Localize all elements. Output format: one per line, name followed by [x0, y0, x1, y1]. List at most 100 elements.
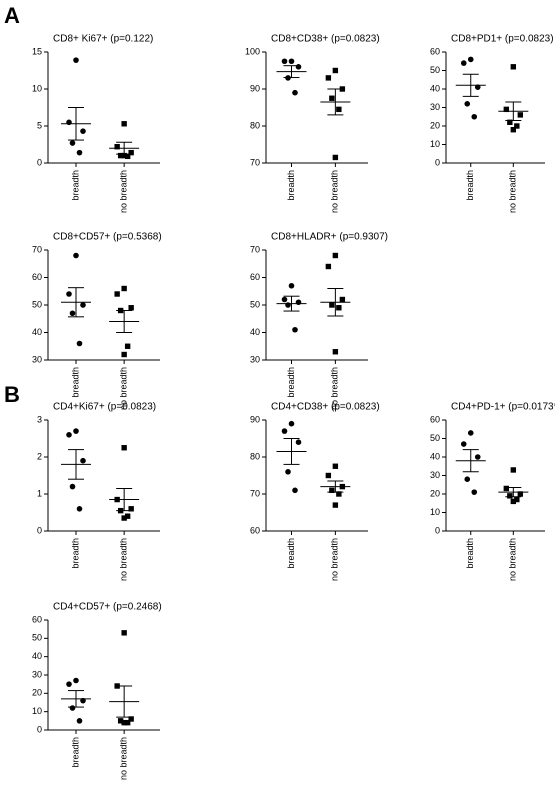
y-tick-label: 60 [32, 272, 42, 282]
x-tick-label: breadth [465, 538, 475, 569]
data-point [510, 64, 517, 70]
y-tick-label: 3 [37, 414, 42, 424]
y-tick-label: 0 [435, 157, 440, 167]
data-point [117, 718, 124, 724]
data-point [292, 89, 298, 96]
y-tick-label: 0 [37, 525, 42, 535]
x-tick-label: breadth [70, 737, 80, 768]
chart-title: CD8+CD38+ (p=0.0823) [271, 34, 380, 45]
data-point [69, 483, 76, 490]
data-point [69, 310, 76, 317]
data-point [336, 106, 342, 113]
y-tick-label: 0 [435, 525, 440, 535]
data-point [507, 119, 513, 125]
chart-title: CD8+CD57+ (p=0.5368) [53, 232, 162, 243]
data-point [325, 472, 332, 479]
y-tick-label: 70 [250, 244, 260, 254]
data-point [281, 428, 288, 434]
data-point [121, 719, 127, 726]
y-tick-label: 90 [250, 414, 260, 424]
data-point [467, 56, 474, 63]
data-point [292, 326, 298, 333]
data-point [76, 340, 83, 347]
y-tick-label: 90 [250, 83, 260, 93]
y-tick-label: 5 [37, 120, 42, 130]
data-point [288, 282, 295, 289]
data-point [76, 149, 83, 156]
y-tick-label: 60 [430, 46, 440, 56]
data-point [339, 296, 346, 303]
y-tick-label: 80 [250, 451, 260, 461]
x-tick-label: no breadth [119, 367, 129, 410]
y-tick-label: 50 [430, 65, 440, 75]
y-tick-label: 1 [37, 488, 42, 498]
y-tick-label: 60 [32, 614, 42, 624]
data-point [80, 457, 86, 464]
data-point [292, 487, 298, 494]
data-point [464, 476, 471, 483]
data-point [474, 454, 481, 460]
x-tick-label: no breadth [508, 538, 518, 581]
y-tick-label: 50 [32, 299, 42, 309]
data-point [121, 152, 127, 159]
chart-title: CD8+PD1+ (p=0.0823) [451, 34, 554, 45]
x-tick-label: breadth [286, 170, 296, 201]
data-point [128, 149, 134, 156]
data-point [467, 430, 474, 436]
x-tick-label: breadth [70, 538, 80, 569]
data-point [514, 123, 520, 129]
y-tick-label: 50 [430, 433, 440, 443]
y-tick-label: 50 [250, 299, 260, 309]
data-point [464, 101, 471, 107]
x-tick-label: no breadth [119, 737, 129, 780]
y-tick-label: 70 [32, 244, 42, 254]
y-tick-label: 30 [430, 470, 440, 480]
data-point [66, 681, 72, 687]
y-tick-label: 70 [250, 157, 260, 167]
data-point [471, 489, 478, 495]
chart-title: CD4+CD57+ (p=0.2468) [53, 602, 162, 613]
data-point [121, 630, 127, 636]
data-point [124, 719, 131, 726]
data-point [66, 432, 72, 438]
chart-title: CD4+PD-1+ (p=0.0173*) [451, 402, 555, 413]
data-point [124, 513, 131, 519]
data-point [121, 285, 127, 292]
data-point [332, 463, 339, 469]
x-tick-label: no breadth [119, 170, 129, 213]
y-tick-label: 60 [250, 525, 260, 535]
data-point [285, 469, 291, 475]
y-tick-label: 30 [430, 102, 440, 112]
chart-title: CD8+HLADR+ (p=0.9307) [271, 232, 388, 243]
y-tick-label: 60 [430, 414, 440, 424]
y-tick-label: 20 [430, 120, 440, 130]
data-point [336, 305, 342, 311]
y-tick-label: 30 [250, 354, 260, 364]
data-point [471, 113, 478, 120]
y-tick-label: 80 [250, 120, 260, 130]
y-tick-label: 40 [250, 327, 260, 337]
data-point [281, 296, 288, 303]
x-tick-label: breadth [286, 367, 296, 398]
y-tick-label: 50 [32, 633, 42, 643]
data-point [329, 302, 335, 308]
x-tick-label: breadth [465, 170, 475, 201]
data-point [332, 67, 339, 74]
data-point [295, 64, 302, 70]
x-tick-label: no breadth [330, 367, 340, 410]
data-point [121, 121, 127, 127]
data-point [503, 106, 510, 113]
y-tick-label: 40 [430, 451, 440, 461]
data-point [332, 502, 339, 508]
y-tick-label: 20 [430, 488, 440, 498]
chart-title: CD8+ Ki67+ (p=0.122) [53, 34, 153, 45]
data-point [288, 58, 295, 65]
data-point [285, 302, 291, 308]
y-tick-label: 30 [32, 669, 42, 679]
data-point [76, 506, 83, 512]
data-point [73, 677, 79, 684]
x-tick-label: no breadth [119, 538, 129, 581]
y-tick-label: 15 [32, 46, 42, 56]
data-point [332, 154, 339, 161]
